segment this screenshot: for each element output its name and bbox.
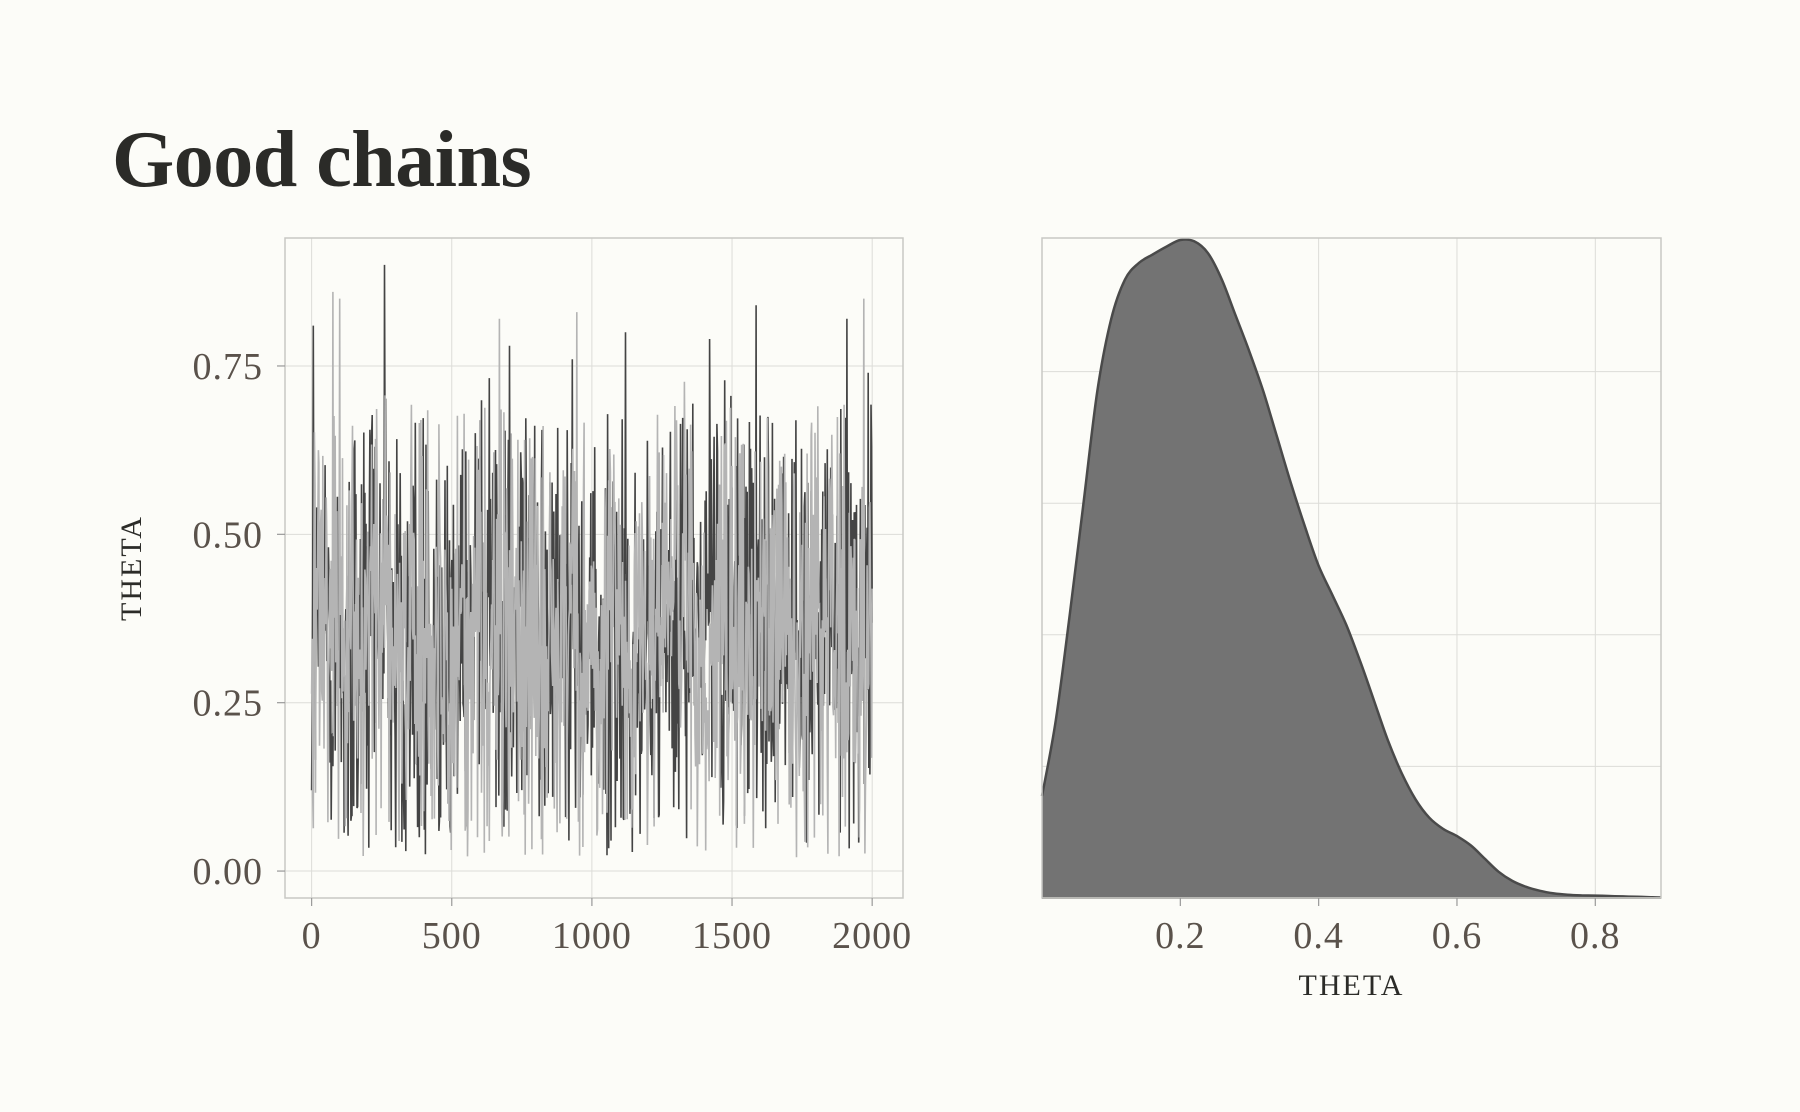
y-tick-label: 0.00 <box>193 851 264 893</box>
x-tick-label: 1500 <box>692 915 772 957</box>
trace-panel-border <box>284 237 904 899</box>
page-title: Good chains <box>112 116 532 204</box>
x-axis-title: THETA <box>1299 969 1405 1002</box>
x-tick-label: 2000 <box>832 915 912 957</box>
y-tick-label: 0.75 <box>193 346 264 388</box>
y-axis-title: THETA <box>115 515 148 621</box>
y-tick-label: 0.25 <box>193 683 264 725</box>
x-tick-label: 0.2 <box>1155 915 1206 957</box>
x-tick-label: 0 <box>302 915 322 957</box>
trace-plot: 0 500 1000 1500 2000 0.00 0.25 0.50 0.75 THETA <box>115 237 912 957</box>
y-tick-label: 0.50 <box>193 514 264 556</box>
x-tick-label: 1000 <box>552 915 632 957</box>
x-tick-label: 0.8 <box>1570 915 1621 957</box>
x-tick-label: 500 <box>422 915 482 957</box>
x-tick-label: 0.4 <box>1293 915 1344 957</box>
x-tick-label: 0.6 <box>1432 915 1483 957</box>
density-panel-border <box>1041 237 1662 899</box>
chain-2-line <box>310 291 873 858</box>
density-outline <box>1040 238 1662 899</box>
density-area <box>1042 239 1661 898</box>
